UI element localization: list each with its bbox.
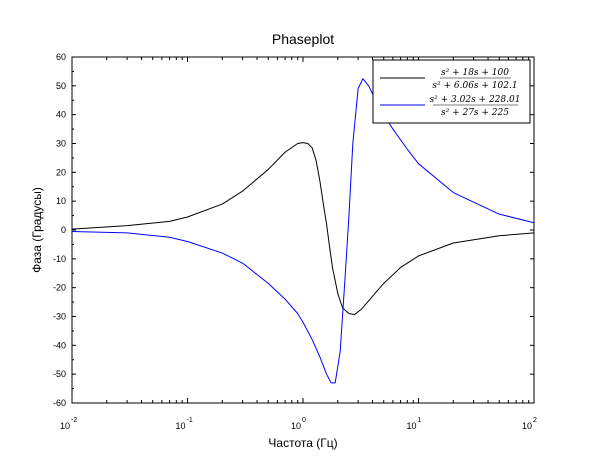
y-tick-label: -60 (53, 398, 66, 408)
x-tick-exponent: 2 (533, 417, 537, 424)
legend-denominator-series-1: s² + 6.06s + 102.1 (432, 81, 517, 91)
x-tick-exponent: -2 (71, 417, 77, 424)
legend-denominator-series-2: s² + 27s + 225 (441, 108, 509, 118)
y-tick-label: 10 (56, 196, 66, 206)
x-axis-label: Частота (Гц) (268, 436, 337, 450)
legend-box (372, 59, 531, 124)
series-line-1 (71, 142, 535, 315)
x-tick-label: 10-1 (175, 417, 192, 431)
plot-lines (71, 78, 535, 384)
y-tick-label: -40 (53, 340, 66, 350)
x-tick-exponent: 0 (302, 417, 306, 424)
x-tick-base: 10 (406, 421, 416, 431)
y-tick-label: -20 (53, 283, 66, 293)
y-tick-label: 30 (56, 139, 66, 149)
y-tick-label: 50 (56, 81, 66, 91)
y-tick-label: 20 (56, 167, 66, 177)
y-tick-label: 40 (56, 110, 66, 120)
y-tick-label: 60 (56, 52, 66, 62)
x-tick-label: 100 (291, 417, 306, 431)
legend: s² + 18s + 100 s² + 6.06s + 102.1 s² + 3… (372, 59, 531, 124)
x-tick-label: 102 (522, 417, 537, 431)
legend-numerator-series-2: s² + 3.02s + 228.01 (430, 95, 521, 105)
y-tick-label: -10 (53, 254, 66, 264)
y-tick-label: 0 (61, 225, 66, 235)
x-tick-base: 10 (60, 421, 70, 431)
y-tick-labels: 60 50 40 30 20 10 0 -10 -20 -30 -40 -50 -60 (53, 52, 66, 408)
x-tick-label: 101 (406, 417, 421, 431)
x-tick-base: 10 (291, 421, 301, 431)
x-tick-exponent: -1 (187, 417, 193, 424)
y-tick-label: -30 (53, 312, 66, 322)
x-tick-base: 10 (175, 421, 185, 431)
chart-title: Phaseplot (272, 31, 334, 47)
x-tick-base: 10 (522, 421, 532, 431)
series-line-2 (71, 78, 535, 384)
legend-numerator-series-1: s² + 18s + 100 (441, 68, 509, 78)
y-axis-label: Фаза (Градусы) (30, 187, 44, 273)
x-tick-label: 10-2 (60, 417, 77, 431)
x-tick-exponent: 1 (418, 417, 422, 424)
y-tick-label: -50 (53, 369, 66, 379)
